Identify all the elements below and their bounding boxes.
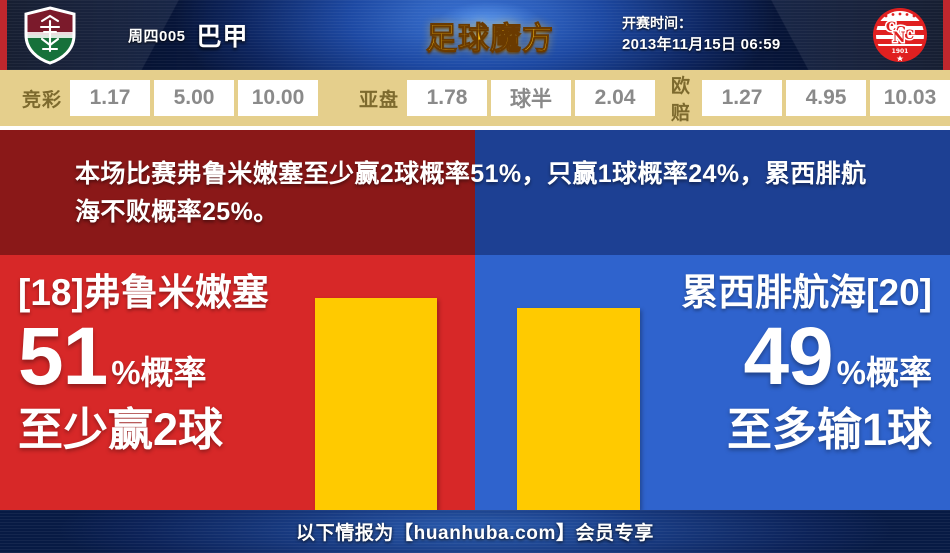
kickoff-block: 开赛时间： 2013年11月15日 06:59 xyxy=(622,12,832,56)
home-probability-suffix: %概率 xyxy=(111,354,207,391)
away-probability-bar xyxy=(517,308,640,510)
site-logo-text: 足球魔方 xyxy=(426,20,554,56)
home-panel xyxy=(0,130,475,510)
home-panel-top-band xyxy=(0,130,475,255)
header-edge-stripe-left xyxy=(0,0,7,70)
odds-bar: 竞彩 1.17 5.00 10.00 亚盘 1.78 球半 2.04 欧赔 1.… xyxy=(0,70,950,126)
site-logo[interactable]: 足球魔方 xyxy=(408,0,572,70)
away-crest-year: 1901 xyxy=(892,48,909,55)
home-team-block: [18]弗鲁米嫩塞 51 %概率 至少赢2球 xyxy=(18,270,458,458)
odds-group-jingcai: 竞彩 1.17 5.00 10.00 xyxy=(22,80,319,116)
odds-label-yapan: 亚盘 xyxy=(359,89,400,111)
odds-value-oupei-3[interactable]: 10.03 xyxy=(870,80,950,116)
odds-value-yapan-1[interactable]: 1.78 xyxy=(407,80,488,116)
svg-text:N: N xyxy=(893,30,906,46)
away-team-name: 累西腓航海[20] xyxy=(681,272,932,313)
away-probability-suffix: %概率 xyxy=(836,354,932,391)
header-edge-stripe-right xyxy=(943,0,950,70)
footer-scanline-texture xyxy=(0,510,950,553)
kickoff-time: 2013年11月15日 06:59 xyxy=(622,36,781,53)
home-team-name: [18]弗鲁米嫩塞 xyxy=(18,272,269,313)
kickoff-label: 开赛时间： xyxy=(622,15,692,31)
home-outcome-label: 至少赢2球 xyxy=(18,404,224,455)
home-probability-bar xyxy=(315,298,437,510)
odds-group-yapan: 亚盘 1.78 球半 2.04 xyxy=(359,80,656,116)
away-panel-top-band xyxy=(475,130,950,255)
away-team-block: 累西腓航海[20] 49 %概率 至多输1球 xyxy=(492,270,932,458)
odds-value-jingcai-1[interactable]: 1.17 xyxy=(70,80,151,116)
odds-label-oupei: 欧赔 xyxy=(671,76,692,124)
svg-text:C: C xyxy=(894,23,906,41)
away-outcome-label: 至多输1球 xyxy=(726,404,932,455)
away-team-crest-icon: C C C N 1901 xyxy=(870,5,930,65)
home-probability-row: 51 %概率 xyxy=(18,316,458,398)
match-meta: 周四005 巴甲 xyxy=(128,14,249,56)
footer-bar: 以下情报为【huanhuba.com】会员专享 xyxy=(0,510,950,553)
odds-label-jingcai: 竞彩 xyxy=(22,89,63,111)
header-bar: C C C N 1901 周四005 巴甲 足球魔方 开赛时间： 2013年11… xyxy=(0,0,950,70)
home-probability-value: 51 xyxy=(18,311,108,402)
away-probability-row: 49 %概率 xyxy=(492,316,932,398)
svg-text:C: C xyxy=(904,28,914,43)
odds-value-jingcai-2[interactable]: 5.00 xyxy=(154,80,235,116)
odds-group-oupei: 欧赔 1.27 4.95 10.03 xyxy=(671,71,950,125)
odds-value-yapan-handicap[interactable]: 球半 xyxy=(491,80,572,116)
league-name: 巴甲 xyxy=(196,23,249,51)
odds-value-yapan-2[interactable]: 2.04 xyxy=(575,80,656,116)
footer-text: 以下情报为【huanhuba.com】会员专享 xyxy=(296,523,654,544)
home-team-crest-icon xyxy=(20,5,80,65)
match-number: 周四005 xyxy=(128,27,186,45)
odds-value-oupei-2[interactable]: 4.95 xyxy=(786,80,866,116)
away-probability-value: 49 xyxy=(743,311,833,402)
odds-value-jingcai-3[interactable]: 10.00 xyxy=(238,80,319,116)
svg-text:C: C xyxy=(886,20,896,35)
odds-value-oupei-1[interactable]: 1.27 xyxy=(702,80,782,116)
